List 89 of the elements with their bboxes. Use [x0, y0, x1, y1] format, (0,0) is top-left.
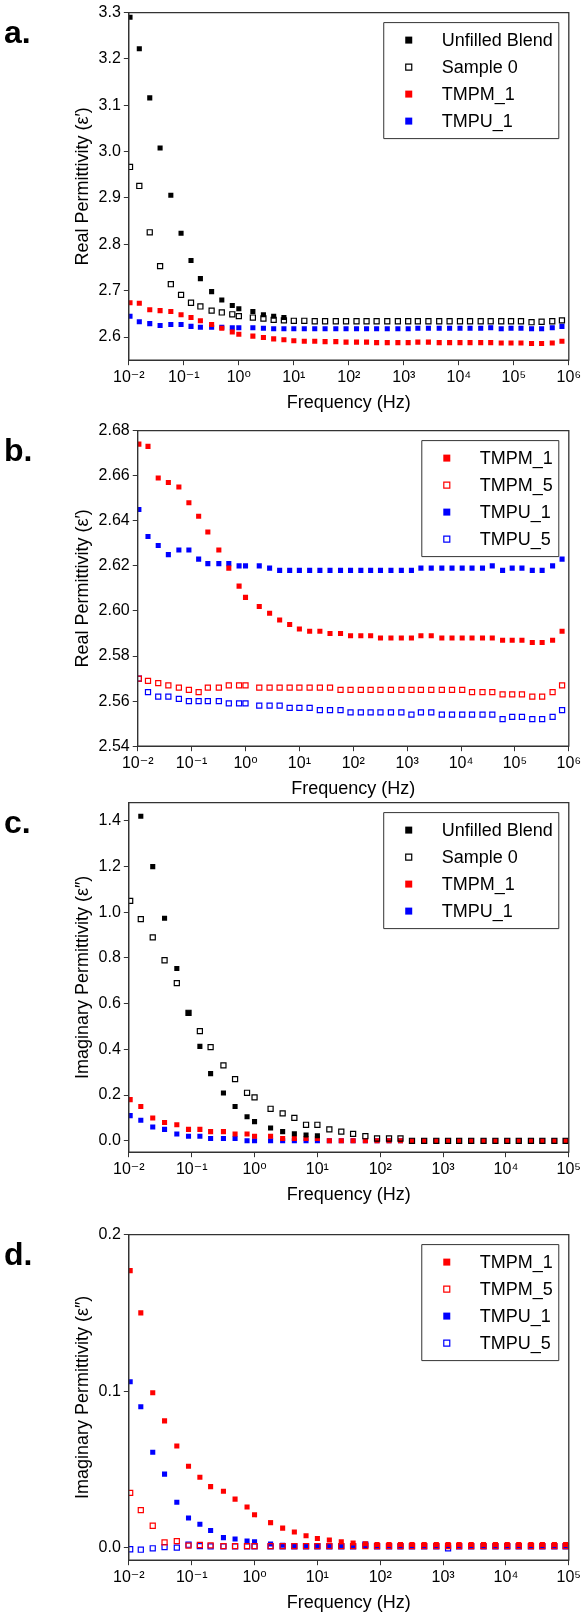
x-tick-label: 10⁶: [556, 368, 581, 386]
y-tick-label: 2.68: [98, 421, 130, 439]
y-tick-label: 1.0: [98, 902, 121, 920]
x-tick-label: 10³: [392, 368, 417, 386]
x-tick-label: 10⁵: [502, 754, 528, 772]
legend-label: TMPU_5: [479, 529, 551, 551]
legend-label: TMPM_1: [479, 448, 553, 470]
x-axis-title: Frequency (Hz): [286, 392, 411, 413]
legend-label: TMPU_1: [479, 502, 551, 524]
legend-label: TMPM_1: [479, 1252, 553, 1274]
legend-label: TMPU_1: [441, 901, 513, 923]
y-tick-label: 2.66: [98, 466, 130, 484]
x-tick-label: 10⁵: [501, 368, 527, 386]
x-tick-label: 10⁴: [493, 1160, 519, 1178]
x-tick-label: 10⁻²: [113, 1568, 146, 1586]
x-tick-label: 10⁴: [448, 754, 474, 772]
legend-label: TMPM_1: [441, 874, 515, 896]
x-tick-label: 10⁻¹: [175, 1568, 208, 1586]
y-axis-title: Real Permittivity (ε′): [71, 509, 92, 668]
x-tick-label: 10⁶: [556, 754, 581, 772]
x-axis-title: Frequency (Hz): [286, 1592, 411, 1613]
x-tick-label: 10⁰: [242, 1568, 267, 1586]
x-tick-label: 10⁰: [242, 1160, 267, 1178]
y-tick-label: 2.6: [98, 327, 121, 345]
y-tick-label: 2.64: [98, 511, 130, 529]
x-tick-label: 10¹: [305, 1568, 329, 1586]
y-tick-label: 0.2: [98, 1225, 121, 1243]
x-tick-label: 10⁵: [556, 1568, 581, 1586]
x-tick-label: 10⁴: [493, 1568, 519, 1586]
legend-label: TMPM_5: [479, 1279, 553, 1301]
y-tick-label: 3.2: [98, 49, 121, 67]
x-axis-title: Frequency (Hz): [286, 1184, 411, 1205]
x-tick-label: 10⁻¹: [168, 368, 200, 386]
x-tick-label: 10³: [431, 1568, 456, 1586]
y-tick-label: 0.1: [98, 1381, 121, 1399]
y-tick-label: 0.0: [98, 1131, 121, 1149]
y-tick-label: 2.7: [98, 281, 121, 299]
legend-label: TMPU_1: [479, 1306, 551, 1328]
y-tick-label: 1.2: [98, 856, 121, 874]
legend-label: Unfilled Blend: [441, 820, 553, 841]
chart-title: c.: [4, 804, 31, 841]
y-tick-label: 3.3: [98, 3, 121, 21]
legend-label: TMPM_5: [479, 475, 553, 497]
y-tick-label: 0.8: [98, 948, 121, 966]
x-tick-label: 10⁻¹: [175, 1160, 208, 1178]
y-axis-title: Imaginary Permittivity (ε″): [71, 875, 92, 1080]
chart-title: d.: [4, 1236, 33, 1273]
y-axis-title: Real Permittivity (ε′): [71, 107, 92, 266]
y-tick-label: 0.0: [98, 1538, 121, 1556]
x-tick-label: 10³: [395, 754, 420, 772]
x-tick-label: 10⁵: [556, 1160, 581, 1178]
chart-title: b.: [4, 432, 33, 469]
x-tick-label: 10⁻¹: [175, 754, 208, 772]
y-tick-label: 2.9: [98, 188, 121, 206]
x-tick-label: 10⁻²: [113, 1160, 146, 1178]
legend-label: Sample 0: [441, 57, 518, 78]
x-tick-label: 10²: [368, 1568, 393, 1586]
x-axis-title: Frequency (Hz): [291, 778, 416, 799]
y-tick-label: 3.1: [98, 95, 121, 113]
x-tick-label: 10²: [368, 1160, 393, 1178]
y-axis-title: Imaginary Permittivity (ε″): [71, 1295, 92, 1500]
x-tick-label: 10⁻²: [121, 754, 155, 772]
x-tick-label: 10⁰: [233, 754, 258, 772]
x-tick-label: 10¹: [282, 368, 306, 386]
x-tick-label: 10⁰: [226, 368, 251, 386]
y-tick-label: 2.8: [98, 234, 121, 252]
x-tick-label: 10³: [431, 1160, 456, 1178]
y-tick-label: 2.56: [98, 691, 130, 709]
y-tick-label: 2.58: [98, 646, 130, 664]
chart-title: a.: [4, 14, 31, 51]
y-tick-label: 2.62: [98, 556, 130, 574]
legend-label: TMPU_1: [441, 111, 513, 133]
x-tick-label: 10⁻²: [113, 368, 146, 386]
y-tick-label: 0.2: [98, 1085, 121, 1103]
legend-label: Unfilled Blend: [441, 30, 553, 51]
y-tick-label: 2.54: [98, 736, 130, 754]
y-tick-label: 0.4: [98, 1039, 121, 1057]
y-tick-label: 0.6: [98, 994, 121, 1012]
x-tick-label: 10⁴: [446, 368, 472, 386]
legend-label: TMPU_5: [479, 1333, 551, 1355]
y-tick-label: 1.4: [98, 811, 121, 829]
x-tick-label: 10¹: [287, 754, 311, 772]
legend-label: Sample 0: [441, 847, 518, 868]
x-tick-label: 10¹: [305, 1160, 329, 1178]
x-tick-label: 10²: [341, 754, 366, 772]
y-tick-label: 3.0: [98, 142, 121, 160]
y-tick-label: 2.60: [98, 601, 130, 619]
legend-label: TMPM_1: [441, 84, 515, 106]
x-tick-label: 10²: [337, 368, 362, 386]
